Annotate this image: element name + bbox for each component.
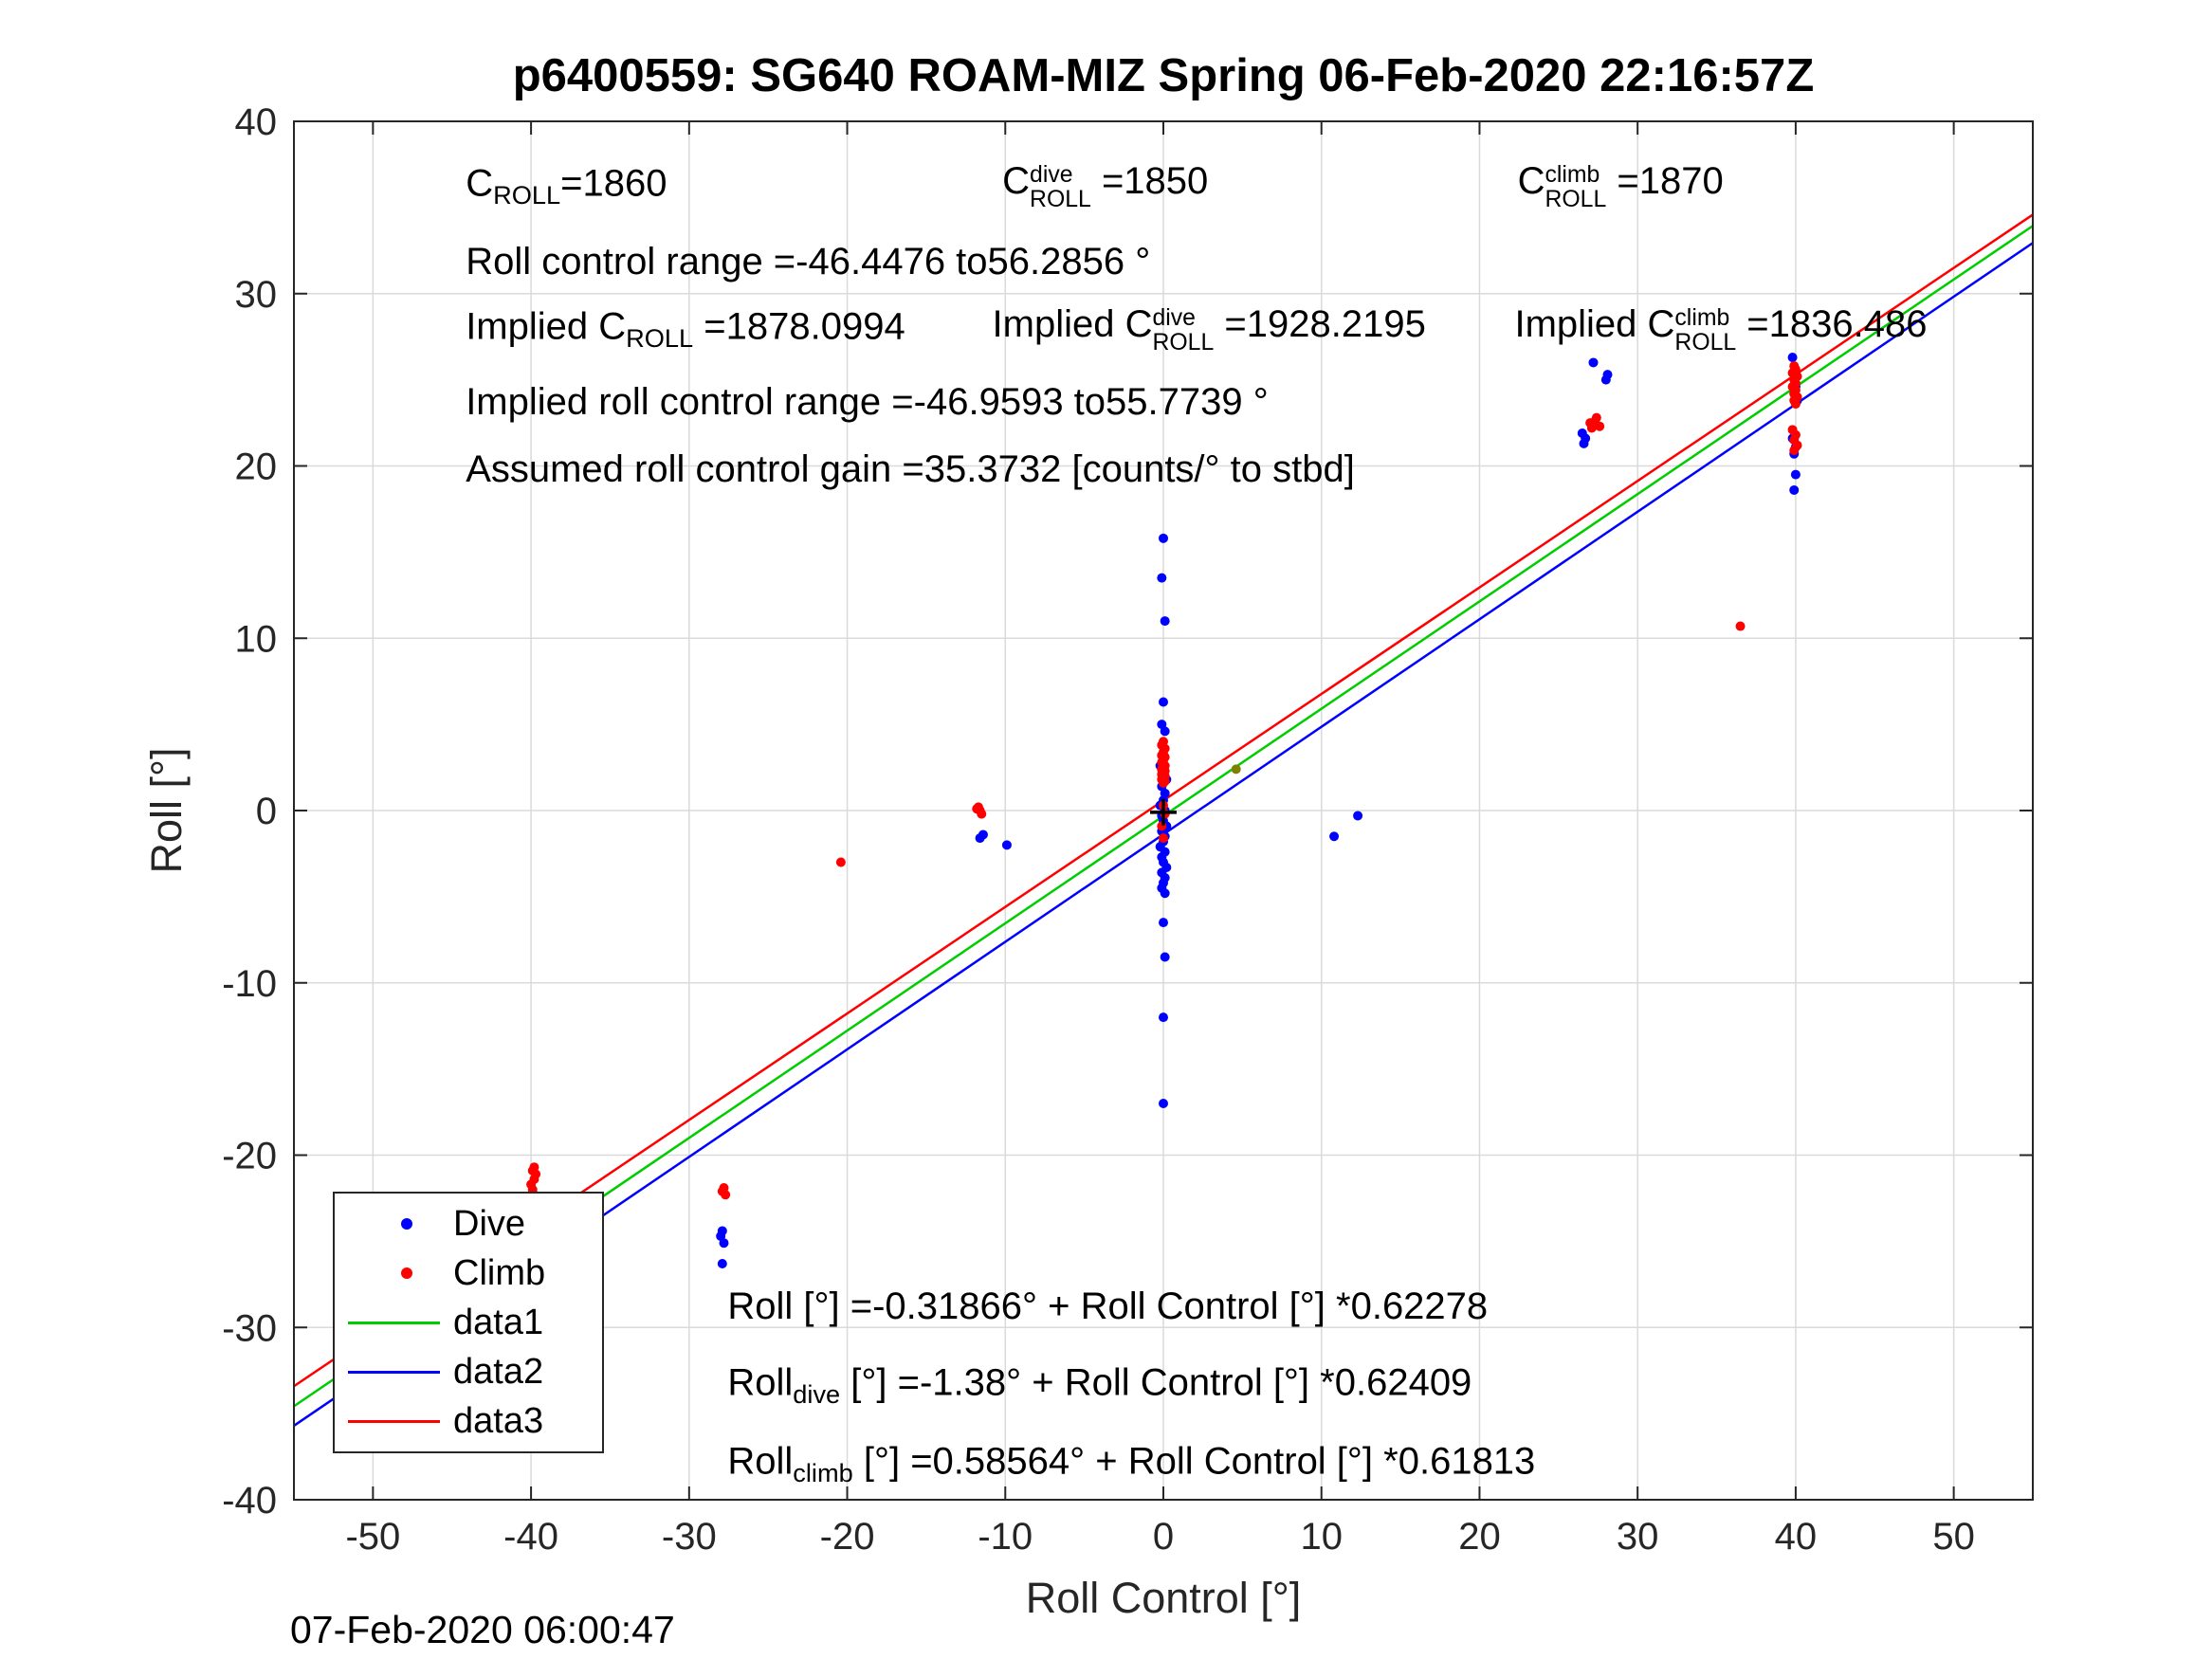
y-tick-label: 30 xyxy=(235,274,278,316)
point-climb xyxy=(972,804,982,814)
point-dive xyxy=(1160,952,1170,962)
x-tick-label: 0 xyxy=(1153,1516,1174,1558)
point-dive xyxy=(1602,370,1613,380)
y-tick-label: -30 xyxy=(222,1307,277,1349)
point-dive xyxy=(719,1238,729,1249)
legend-marker-icon xyxy=(335,1200,453,1248)
point-dive xyxy=(1159,697,1168,707)
legend-marker-icon xyxy=(335,1249,453,1297)
plot-border xyxy=(293,120,2034,1501)
x-tick-label: -10 xyxy=(978,1516,1033,1558)
legend-label: data1 xyxy=(453,1302,544,1342)
legend-label: data2 xyxy=(453,1351,544,1392)
point-dive xyxy=(1159,533,1168,543)
point-dive xyxy=(717,1259,727,1269)
point-dive xyxy=(1159,1012,1168,1023)
point-climb xyxy=(721,1190,731,1200)
point-climb xyxy=(835,857,846,867)
legend-item-data2: data2 xyxy=(335,1348,602,1395)
point-climb xyxy=(1159,777,1168,788)
point-dive xyxy=(1159,918,1168,928)
point-climb xyxy=(1595,421,1605,431)
point-climb xyxy=(1585,418,1596,428)
point-dive xyxy=(1160,616,1170,627)
point-dive xyxy=(1160,888,1170,899)
x-tick-label: 20 xyxy=(1458,1516,1501,1558)
creation-timestamp: 07-Feb-2020 06:00:47 xyxy=(290,1608,675,1651)
legend-item-climb: Climb xyxy=(335,1249,602,1297)
point-climb xyxy=(1591,412,1601,423)
x-tick-label: -30 xyxy=(662,1516,717,1558)
y-tick-label: 20 xyxy=(235,447,278,488)
y-tick-label: 40 xyxy=(235,101,278,143)
legend-item-data3: data3 xyxy=(335,1397,602,1445)
chart-title: p6400559: SG640 ROAM-MIZ Spring 06-Feb-2… xyxy=(512,50,1815,101)
line-icon xyxy=(348,1370,440,1374)
x-tick-label: 10 xyxy=(1300,1516,1343,1558)
dot-icon xyxy=(401,1267,412,1279)
point-dive xyxy=(1588,357,1599,368)
point-dive xyxy=(1159,1098,1168,1108)
legend: Dive Climb data1 data2 data3 xyxy=(333,1192,604,1453)
x-tick-label: 50 xyxy=(1932,1516,1975,1558)
point-dive xyxy=(975,833,985,844)
point-climb xyxy=(1159,833,1168,844)
legend-label: Climb xyxy=(453,1252,546,1293)
line-icon xyxy=(348,1419,440,1423)
point-dive xyxy=(1160,726,1170,737)
legend-label: Dive xyxy=(453,1203,526,1244)
point-dive xyxy=(1789,484,1800,495)
point-dive xyxy=(1329,831,1340,842)
point-dive xyxy=(1001,840,1012,850)
point-dive xyxy=(1577,428,1587,438)
point-climb xyxy=(1735,621,1746,631)
legend-item-dive: Dive xyxy=(335,1200,602,1248)
y-tick-label: -20 xyxy=(222,1136,277,1177)
x-tick-label: 30 xyxy=(1617,1516,1659,1558)
x-axis-label: Roll Control [°] xyxy=(1025,1574,1302,1622)
legend-line-icon xyxy=(335,1299,453,1346)
point-climb xyxy=(1789,446,1800,456)
line-icon xyxy=(348,1321,440,1324)
y-tick-label: 0 xyxy=(256,791,277,832)
legend-line-icon xyxy=(335,1397,453,1445)
point-dive xyxy=(1157,573,1167,583)
x-tick-label: -20 xyxy=(820,1516,875,1558)
legend-line-icon xyxy=(335,1348,453,1395)
legend-label: data3 xyxy=(453,1400,544,1441)
point-dive xyxy=(1790,469,1801,480)
y-tick-label: 10 xyxy=(235,618,278,660)
x-tick-label: 40 xyxy=(1775,1516,1818,1558)
y-tick-label: -10 xyxy=(222,963,277,1005)
point-dive xyxy=(1787,352,1798,362)
x-tick-label: -40 xyxy=(503,1516,558,1558)
extra-dot-marker xyxy=(1231,764,1241,775)
y-tick-label: -40 xyxy=(222,1480,277,1522)
legend-item-data1: data1 xyxy=(335,1299,602,1346)
point-climb xyxy=(1790,399,1801,410)
dot-icon xyxy=(401,1218,412,1230)
y-axis-label: Roll [°] xyxy=(142,747,191,874)
x-tick-label: -50 xyxy=(345,1516,400,1558)
point-dive xyxy=(1353,811,1363,821)
